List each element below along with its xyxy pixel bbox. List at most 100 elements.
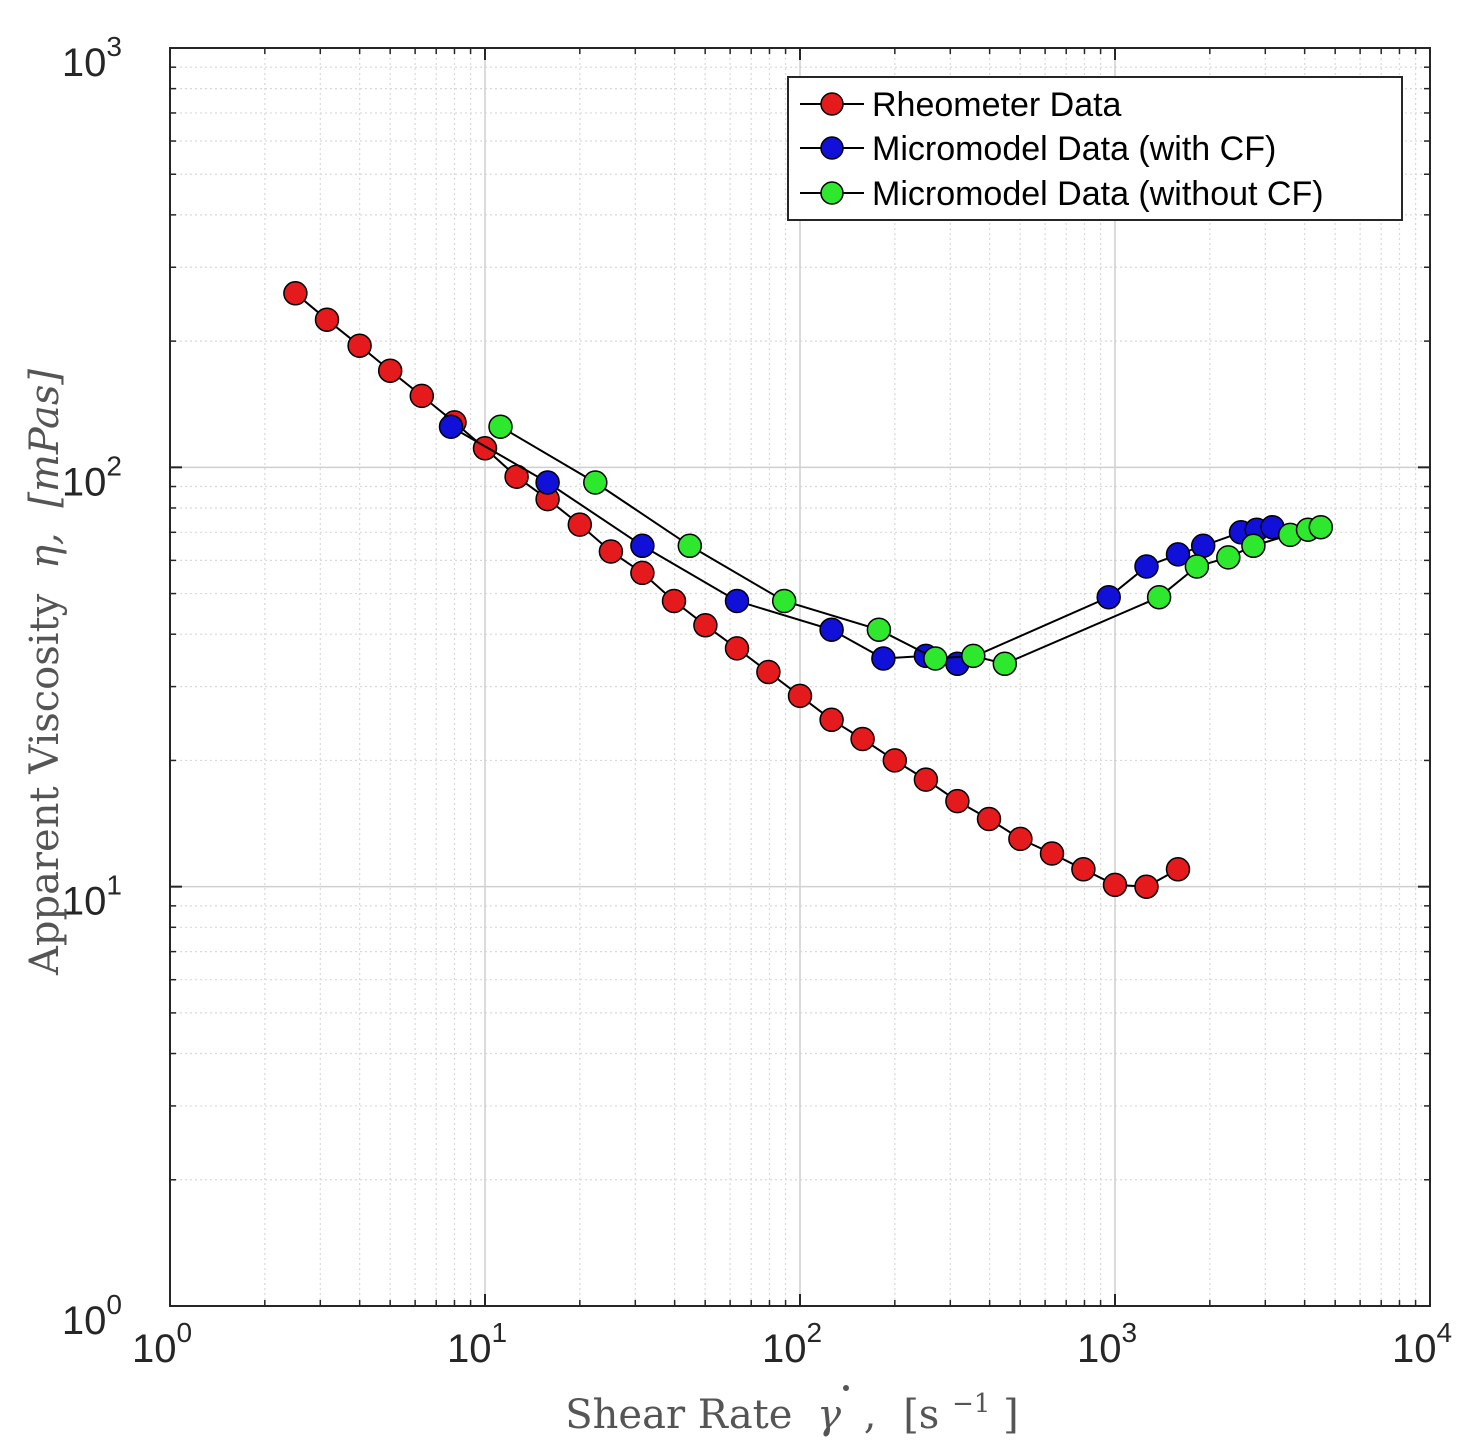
y-label-symbol: η, [22,532,68,569]
x-tick-label: 104 [1392,1317,1452,1371]
legend-item-rheometer: Rheometer Data [800,86,1122,124]
x-label-gamma-dot [843,1385,849,1391]
data-point-micromodel-without-cf [992,651,1018,677]
legend-item-with-cf: Micromodel Data (with CF) [800,130,1276,168]
x-label-unit-close: ] [1003,1392,1019,1438]
data-point-rheometer [472,436,498,461]
x-tick-exp: 2 [806,1317,822,1348]
data-point-rheometer [347,333,372,358]
legend-box [787,76,1403,221]
data-point-rheometer [882,748,908,773]
data-point-rheometer [630,560,655,586]
data-point-micromodel-without-cf [1308,514,1334,540]
data-point-rheometer [787,683,813,709]
x-label-sep: , [864,1392,877,1438]
x-tick-base: 10 [762,1327,807,1371]
data-point-micromodel-without-cf [1146,584,1172,610]
data-point-rheometer [598,539,624,564]
x-label-symbol: γ [817,1392,841,1438]
data-point-rheometer [976,806,1002,832]
x-label-unit: [s [903,1392,939,1438]
data-point-micromodel-without-cf [1184,554,1210,579]
y-tick-base: 10 [62,880,107,924]
legend-marker-rheometer [820,92,844,116]
data-point-micromodel-with-cf [871,646,896,671]
data-point-rheometer [1071,857,1096,882]
y-tick-exp: 1 [106,870,122,901]
series-rheometer [283,281,1191,899]
x-tick-label: 101 [447,1317,507,1371]
y-tick-label: 103 [62,31,122,85]
series-layer [283,281,1334,899]
data-point-rheometer [1102,872,1128,898]
x-tick-exp: 1 [491,1317,507,1348]
series-micromodel-without-cf [488,414,1334,677]
y-axis-label: Apparent Viscosity η, [mPas] [22,369,68,976]
data-point-micromodel-with-cf [438,414,464,439]
data-point-rheometer [377,358,403,383]
legend-marker-with-cf [820,136,844,160]
x-tick-label: 102 [762,1317,822,1371]
data-point-micromodel-without-cf [1216,545,1241,570]
data-point-micromodel-with-cf [1190,533,1216,559]
data-point-micromodel-with-cf [1165,542,1191,567]
data-point-rheometer [567,512,593,537]
series-micromodel-with-cf [438,414,1285,677]
x-label-unit-exp: −1 [952,1389,990,1419]
data-point-micromodel-without-cf [866,617,892,642]
x-tick-label: 103 [1077,1317,1137,1371]
data-point-rheometer [1134,874,1159,899]
x-tick-base: 10 [1077,1327,1122,1371]
data-point-micromodel-without-cf [583,470,608,495]
data-point-micromodel-with-cf [819,617,844,642]
x-tick-exp: 3 [1121,1317,1137,1348]
data-point-micromodel-with-cf [535,470,560,495]
data-point-rheometer [314,307,340,332]
data-point-micromodel-without-cf [961,643,986,669]
data-point-micromodel-without-cf [1241,533,1266,559]
x-tick-base: 10 [1392,1327,1437,1371]
data-point-micromodel-without-cf [923,646,948,671]
data-point-rheometer [819,707,844,733]
x-tick-exp: 4 [1436,1317,1452,1348]
y-label-unit: [mPas] [22,369,68,508]
data-point-rheometer [693,613,718,638]
data-point-rheometer [1165,857,1191,882]
legend: Rheometer Data Micromodel Data (with CF)… [787,76,1403,221]
legend-item-without-cf: Micromodel Data (without CF) [800,175,1324,213]
data-point-micromodel-with-cf [724,588,750,614]
x-label-text: Shear Rate [565,1392,792,1438]
y-tick-exp: 2 [106,450,122,481]
data-point-rheometer [1039,841,1065,866]
y-tick-label: 101 [62,870,122,924]
data-point-micromodel-with-cf [630,533,655,559]
y-tick-exp: 0 [106,1289,122,1320]
legend-label-without-cf: Micromodel Data (without CF) [872,175,1324,213]
data-point-rheometer [724,636,750,661]
data-point-rheometer [756,659,781,685]
data-point-rheometer [409,383,435,409]
data-point-rheometer [850,726,875,752]
y-tick-base: 10 [62,460,107,504]
x-axis-label: Shear Rate γ , [s −1 ] [565,1376,1018,1438]
y-tick-exp: 3 [106,31,122,62]
data-point-micromodel-without-cf [771,588,797,614]
data-point-rheometer [945,788,970,814]
legend-label-with-cf: Micromodel Data (with CF) [872,130,1276,168]
data-point-micromodel-with-cf [1134,554,1159,579]
x-tick-base: 10 [447,1327,492,1371]
x-tick-base: 10 [132,1327,177,1371]
legend-label-rheometer: Rheometer Data [872,86,1122,124]
axis-ticks [169,47,1431,1307]
x-tick-exp: 0 [176,1317,192,1348]
data-point-micromodel-with-cf [1096,584,1121,610]
data-point-rheometer [1008,826,1033,852]
data-point-rheometer [283,281,308,306]
x-tick-label: 100 [132,1317,192,1371]
legend-marker-without-cf [820,181,844,205]
data-point-micromodel-without-cf [677,533,703,559]
data-point-micromodel-without-cf [488,414,513,439]
y-label-text: Apparent Viscosity [22,593,68,976]
